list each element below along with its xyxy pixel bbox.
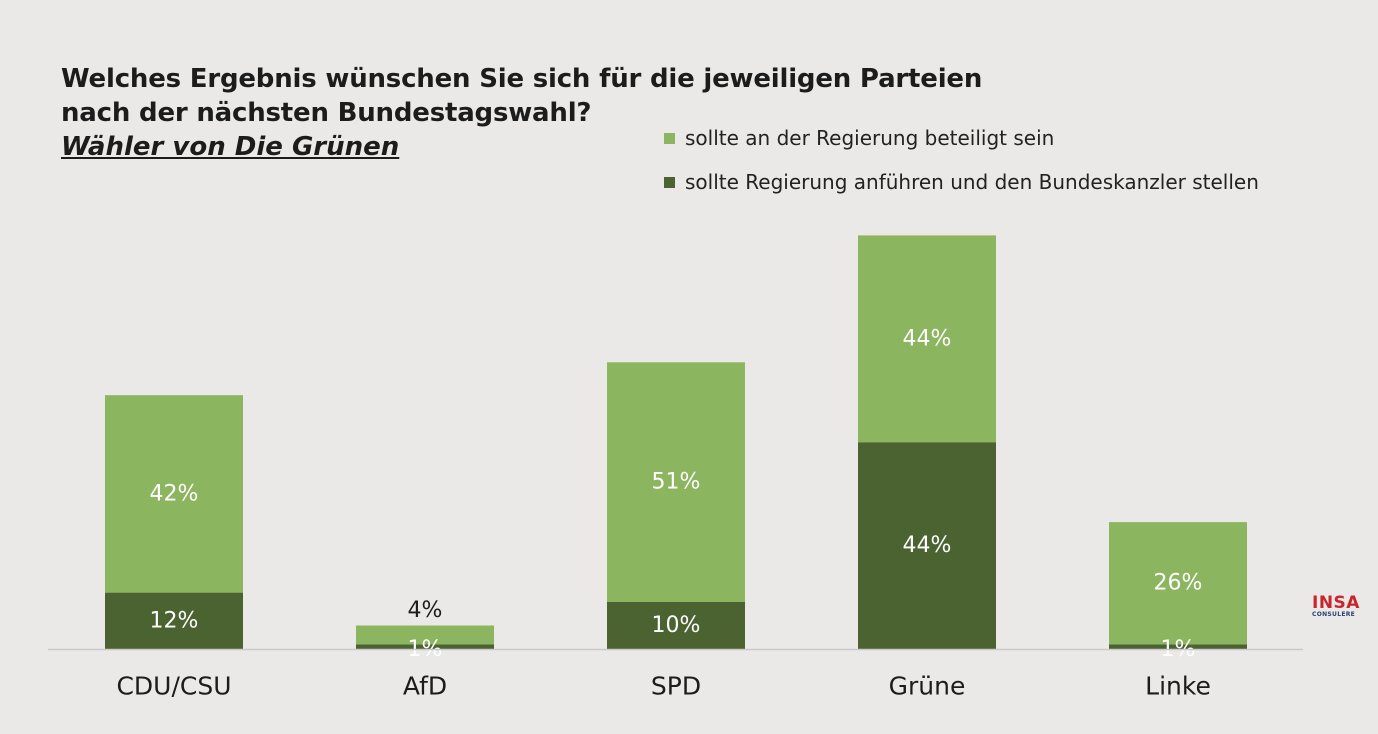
data-label: 4%	[408, 598, 443, 623]
chart-title-line-1: Welches Ergebnis wünschen Sie sich für d…	[61, 64, 983, 94]
bar-segment	[607, 362, 745, 602]
chart-legend: sollte an der Regierung beteiligt sein s…	[664, 122, 1259, 210]
logo-main-text: INSA	[1312, 593, 1360, 613]
data-label: 51%	[652, 470, 701, 495]
category-label: SPD	[651, 672, 701, 701]
logo-sub-text: CONSULERE	[1312, 611, 1356, 618]
category-label: Linke	[1145, 672, 1211, 701]
data-label: 26%	[1154, 571, 1203, 596]
insa-logo: INSA CONSULERE	[1312, 593, 1360, 619]
legend-item-anfuehren: sollte Regierung anführen und den Bundes…	[664, 166, 1259, 198]
data-label: 10%	[652, 613, 701, 638]
bar-segment	[1109, 644, 1247, 649]
chart-title-line-2: nach der nächsten Bundestagswahl?	[61, 98, 592, 128]
bar-segment	[105, 395, 243, 593]
legend-swatch-dark	[664, 176, 675, 188]
legend-label-beteiligt: sollte an der Regierung beteiligt sein	[685, 126, 1055, 150]
data-label: 44%	[903, 533, 952, 558]
bar-segment	[607, 602, 745, 649]
bar-segment	[1109, 522, 1247, 645]
chart-subtitle: Wähler von Die Grünen	[61, 132, 400, 162]
bar-segment	[356, 644, 494, 649]
data-label: 12%	[150, 608, 199, 633]
data-label: 44%	[903, 326, 952, 351]
category-label: Grüne	[889, 672, 966, 701]
legend-label-anfuehren: sollte Regierung anführen und den Bundes…	[685, 170, 1259, 194]
chart-title-block: Welches Ergebnis wünschen Sie sich für d…	[61, 62, 982, 164]
data-label: 42%	[150, 481, 199, 506]
bar-segment	[858, 442, 996, 649]
bar-segment	[105, 592, 243, 649]
category-label: CDU/CSU	[116, 672, 231, 701]
category-label: AfD	[403, 672, 447, 701]
legend-item-beteiligt: sollte an der Regierung beteiligt sein	[664, 122, 1259, 154]
bar-segment	[356, 625, 494, 645]
bar-segment	[858, 235, 996, 443]
legend-swatch-light	[664, 132, 675, 144]
